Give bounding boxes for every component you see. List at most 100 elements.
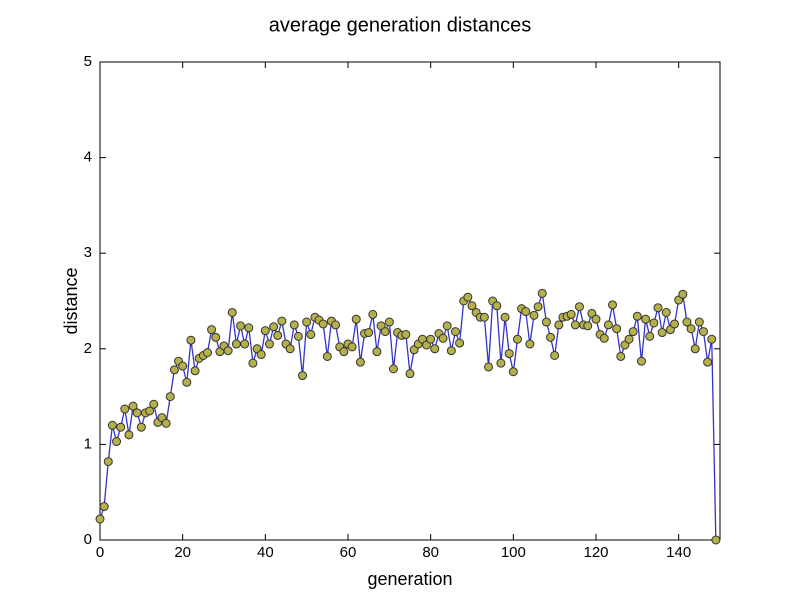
data-point xyxy=(537,288,547,298)
data-point xyxy=(467,301,477,311)
data-point xyxy=(694,317,704,327)
data-point xyxy=(368,309,378,319)
data-point xyxy=(525,339,535,349)
data-point xyxy=(405,369,415,379)
data-point xyxy=(190,366,200,376)
data-point xyxy=(132,408,142,418)
data-point xyxy=(169,365,179,375)
data-point xyxy=(318,319,328,329)
x-tick-label: 0 xyxy=(96,544,104,561)
data-point xyxy=(603,320,613,330)
data-point xyxy=(682,317,692,327)
x-tick-label: 20 xyxy=(174,544,191,561)
data-point xyxy=(521,307,531,317)
data-point xyxy=(240,339,250,349)
y-tick-label: 5 xyxy=(84,53,92,70)
data-point xyxy=(645,331,655,341)
data-point xyxy=(508,367,518,377)
data-point xyxy=(541,317,551,327)
data-point xyxy=(401,329,411,339)
data-point xyxy=(636,356,646,366)
data-point xyxy=(149,399,159,409)
data-point xyxy=(116,422,126,432)
data-point xyxy=(103,457,113,467)
data-point xyxy=(384,317,394,327)
y-axis-label: distance xyxy=(61,267,81,334)
data-point xyxy=(322,351,332,361)
data-point xyxy=(446,346,456,356)
data-point xyxy=(182,377,192,387)
data-point xyxy=(207,325,217,335)
data-point xyxy=(496,358,506,368)
data-point xyxy=(599,333,609,343)
data-point xyxy=(492,301,502,311)
data-point xyxy=(450,327,460,337)
data-point xyxy=(302,317,312,327)
data-point xyxy=(566,309,576,319)
data-point xyxy=(608,300,618,310)
data-point xyxy=(339,347,349,357)
data-point xyxy=(161,418,171,428)
data-point xyxy=(211,332,221,342)
data-point xyxy=(293,331,303,341)
data-point xyxy=(690,344,700,354)
data-point xyxy=(686,324,696,334)
data-point xyxy=(554,320,564,330)
data-point xyxy=(202,348,212,358)
data-point xyxy=(707,334,717,344)
data-point xyxy=(256,350,266,360)
data-point xyxy=(632,311,642,321)
data-point xyxy=(455,338,465,348)
data-point xyxy=(711,535,721,545)
x-tick-label: 40 xyxy=(257,544,274,561)
data-point xyxy=(355,357,365,367)
data-point xyxy=(289,320,299,330)
data-point xyxy=(380,327,390,337)
data-point xyxy=(703,357,713,367)
data-point xyxy=(426,334,436,344)
data-point xyxy=(591,314,601,324)
data-point xyxy=(95,514,105,524)
data-point xyxy=(529,310,539,320)
data-point xyxy=(484,362,494,372)
x-tick-label: 80 xyxy=(422,544,439,561)
data-point xyxy=(231,339,241,349)
data-point xyxy=(479,312,489,322)
data-point xyxy=(107,420,117,430)
data-point xyxy=(388,364,398,374)
data-point xyxy=(264,339,274,349)
data-point xyxy=(331,320,341,330)
data-point xyxy=(550,350,560,360)
data-point xyxy=(145,406,155,416)
data-point xyxy=(351,314,361,324)
data-point xyxy=(570,320,580,330)
data-point xyxy=(269,322,279,332)
data-point xyxy=(533,302,543,312)
data-point xyxy=(273,330,283,340)
data-point xyxy=(500,312,510,322)
data-point xyxy=(442,321,452,331)
data-point xyxy=(612,324,622,334)
data-point xyxy=(430,344,440,354)
data-point xyxy=(99,502,109,512)
data-point xyxy=(583,321,593,331)
data-point xyxy=(178,361,188,371)
data-point xyxy=(186,335,196,345)
data-point xyxy=(227,307,237,317)
data-point xyxy=(438,333,448,343)
x-tick-label: 60 xyxy=(340,544,357,561)
data-point xyxy=(364,328,374,338)
x-tick-label: 120 xyxy=(583,544,608,561)
data-point xyxy=(670,319,680,329)
data-point xyxy=(504,349,514,359)
data-point xyxy=(306,329,316,339)
data-point xyxy=(661,307,671,317)
data-point xyxy=(678,289,688,299)
x-tick-label: 100 xyxy=(501,544,526,561)
data-point xyxy=(298,371,308,381)
data-point xyxy=(624,334,634,344)
data-point xyxy=(128,401,138,411)
data-point xyxy=(698,327,708,337)
